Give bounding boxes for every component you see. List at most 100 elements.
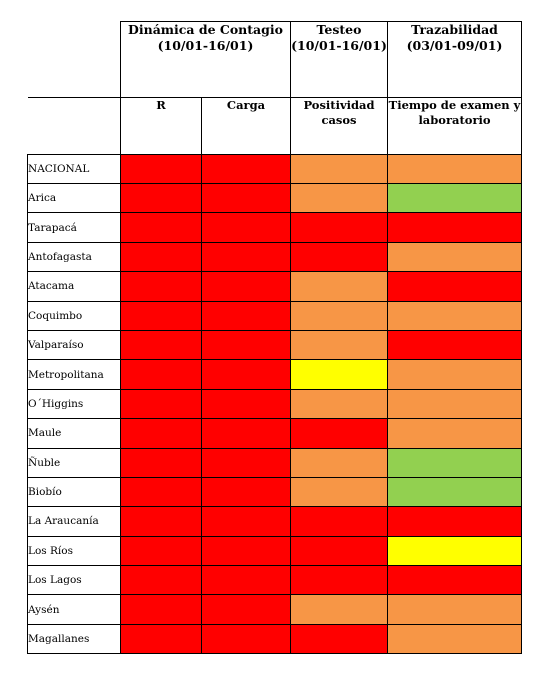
table-row: Los Ríos — [27, 535, 522, 567]
status-cell-positividad — [290, 241, 388, 273]
status-cell-tiempo — [387, 623, 522, 655]
column-header-r: R — [120, 97, 202, 155]
status-cell-carga — [201, 418, 291, 449]
status-cell-carga — [201, 476, 291, 508]
status-cell-positividad — [290, 476, 388, 508]
column-header-carga: Carga — [201, 97, 291, 155]
status-cell-tiempo — [387, 241, 522, 273]
status-cell-r — [120, 506, 202, 537]
status-cell-positividad — [290, 154, 388, 184]
status-cell-positividad — [290, 565, 388, 596]
status-cell-r — [120, 623, 202, 655]
region-name: La Araucanía — [27, 506, 121, 537]
status-cell-r — [120, 182, 202, 214]
status-cell-tiempo — [387, 212, 522, 243]
status-cell-positividad — [290, 506, 388, 537]
status-cell-carga — [201, 271, 291, 302]
table-row: Aysén — [27, 594, 522, 625]
status-cell-positividad — [290, 535, 388, 567]
status-cell-carga — [201, 623, 291, 655]
status-cell-positividad — [290, 359, 388, 390]
status-cell-positividad — [290, 418, 388, 449]
status-cell-positividad — [290, 271, 388, 302]
status-cell-r — [120, 359, 202, 390]
status-cell-tiempo — [387, 329, 522, 361]
table-row: NACIONAL — [27, 154, 522, 184]
table-row: Atacama — [27, 271, 522, 302]
region-name: Coquimbo — [27, 300, 121, 331]
region-name: Antofagasta — [27, 241, 121, 273]
status-cell-positividad — [290, 623, 388, 655]
region-name: Atacama — [27, 271, 121, 302]
table-row: Antofagasta — [27, 241, 522, 273]
status-cell-tiempo — [387, 154, 522, 184]
status-cell-positividad — [290, 329, 388, 361]
group-header-trazabilidad: Trazabilidad (03/01-09/01) — [387, 21, 522, 98]
status-cell-tiempo — [387, 359, 522, 390]
status-cell-tiempo — [387, 594, 522, 625]
table-row: Los Lagos — [27, 565, 522, 596]
status-cell-tiempo — [387, 271, 522, 302]
table-row: La Araucanía — [27, 506, 522, 537]
region-name: Arica — [27, 182, 121, 214]
status-cell-tiempo — [387, 182, 522, 214]
table-row: Tarapacá — [27, 212, 522, 243]
status-cell-carga — [201, 300, 291, 331]
table-row: Ñuble — [27, 447, 522, 478]
header-row-columns: R Carga Positividad casos Tiempo de exam… — [27, 97, 522, 155]
status-cell-carga — [201, 359, 291, 390]
status-cell-carga — [201, 506, 291, 537]
region-name: NACIONAL — [27, 154, 121, 184]
status-cell-carga — [201, 565, 291, 596]
status-cell-r — [120, 154, 202, 184]
region-name: Ñuble — [27, 447, 121, 478]
column-header-positividad: Positividad casos — [290, 97, 388, 155]
header-row-groups: Dinámica de Contagio (10/01-16/01) Teste… — [27, 21, 522, 98]
table-row: Maule — [27, 418, 522, 449]
region-name: Biobío — [27, 476, 121, 508]
region-name: O´Higgins — [27, 388, 121, 420]
status-cell-carga — [201, 182, 291, 214]
corner-cell — [27, 21, 121, 98]
status-cell-r — [120, 565, 202, 596]
status-cell-positividad — [290, 212, 388, 243]
region-name: Aysén — [27, 594, 121, 625]
status-cell-r — [120, 388, 202, 420]
status-cell-tiempo — [387, 447, 522, 478]
region-name: Maule — [27, 418, 121, 449]
region-name: Los Ríos — [27, 535, 121, 567]
table-row: Biobío — [27, 476, 522, 508]
status-cell-carga — [201, 212, 291, 243]
status-cell-carga — [201, 154, 291, 184]
status-cell-carga — [201, 535, 291, 567]
region-name: Metropolitana — [27, 359, 121, 390]
status-cell-positividad — [290, 447, 388, 478]
group-header-testeo: Testeo (10/01-16/01) — [290, 21, 388, 98]
status-cell-r — [120, 535, 202, 567]
status-cell-carga — [201, 241, 291, 273]
status-cell-carga — [201, 447, 291, 478]
status-cell-tiempo — [387, 535, 522, 567]
table-row: Coquimbo — [27, 300, 522, 331]
column-header-tiempo: Tiempo de examen y laboratorio — [387, 97, 522, 155]
status-cell-carga — [201, 329, 291, 361]
status-cell-tiempo — [387, 300, 522, 331]
status-cell-r — [120, 418, 202, 449]
status-cell-r — [120, 594, 202, 625]
region-name: Magallanes — [27, 623, 121, 655]
status-cell-r — [120, 329, 202, 361]
region-name: Tarapacá — [27, 212, 121, 243]
status-cell-tiempo — [387, 476, 522, 508]
status-cell-tiempo — [387, 388, 522, 420]
status-cell-r — [120, 271, 202, 302]
table-row: Valparaíso — [27, 329, 522, 361]
table-row: Metropolitana — [27, 359, 522, 390]
status-cell-positividad — [290, 182, 388, 214]
corner-cell-lower — [27, 97, 121, 155]
indicator-table: Dinámica de Contagio (10/01-16/01) Teste… — [27, 21, 522, 655]
status-cell-positividad — [290, 300, 388, 331]
status-cell-r — [120, 212, 202, 243]
table-row: Magallanes — [27, 623, 522, 655]
region-name: Valparaíso — [27, 329, 121, 361]
status-cell-tiempo — [387, 418, 522, 449]
